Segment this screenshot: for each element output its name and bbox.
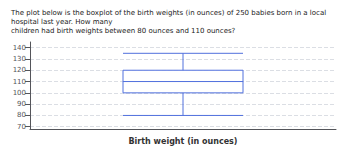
svg-text:The plot below is the boxplot: The plot below is the boxplot of the bir… — [10, 9, 328, 17]
svg-text:90: 90 — [17, 100, 26, 108]
svg-text:80: 80 — [17, 111, 26, 119]
svg-text:100: 100 — [13, 89, 26, 97]
svg-text:hospital last year. How many: hospital last year. How many — [11, 18, 112, 26]
svg-text:children had birth weights bet: children had birth weights between 80 ou… — [11, 27, 236, 35]
svg-text:130: 130 — [13, 55, 26, 63]
svg-text:Birth weight (in ounces): Birth weight (in ounces) — [128, 137, 237, 146]
svg-text:120: 120 — [13, 66, 26, 74]
svg-text:140: 140 — [13, 44, 26, 52]
svg-text:110: 110 — [13, 78, 26, 86]
svg-text:70: 70 — [17, 123, 26, 131]
